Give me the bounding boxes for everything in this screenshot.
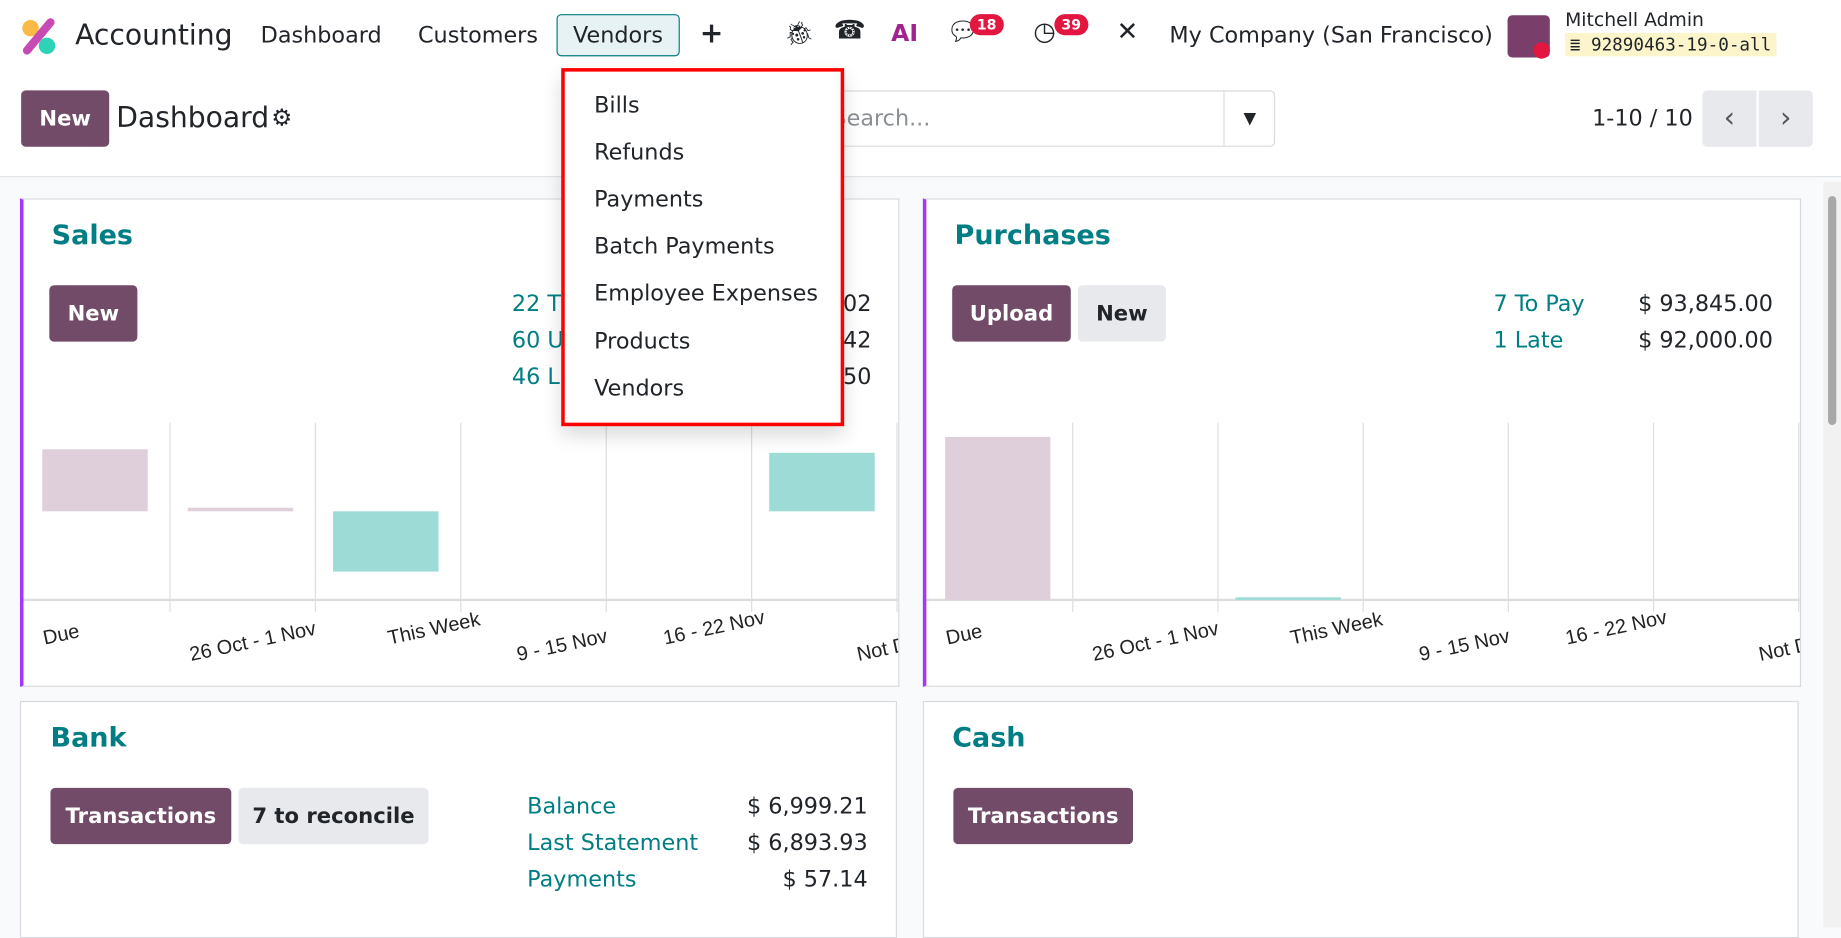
- plus-icon[interactable]: +: [699, 16, 724, 50]
- last-statement-link[interactable]: Last Statement: [527, 830, 699, 856]
- bar[interactable]: [769, 452, 875, 512]
- bar[interactable]: [333, 511, 439, 572]
- purchases-new-button[interactable]: New: [1077, 285, 1166, 342]
- x-tick-label: 9 - 15 Nov: [515, 625, 610, 666]
- app-name[interactable]: Accounting: [75, 18, 233, 52]
- late-link[interactable]: 1 Late: [1493, 327, 1564, 354]
- clock-icon[interactable]: ◷: [1033, 17, 1056, 47]
- payments-link[interactable]: Payments: [527, 866, 637, 893]
- control-panel: New Dashboard ⚙ Search... ▼ 1-10 / 10 ‹ …: [0, 72, 1841, 178]
- bar[interactable]: [945, 436, 1051, 600]
- sales-stat-2[interactable]: 60 U: [511, 327, 564, 354]
- sales-amount-2: 42: [843, 327, 872, 354]
- bar[interactable]: [1235, 597, 1341, 600]
- cash-transactions-button[interactable]: Transactions: [953, 787, 1134, 845]
- company-switcher[interactable]: My Company (San Francisco): [1169, 22, 1493, 49]
- phone-icon[interactable]: ☎: [833, 16, 866, 46]
- x-tick-label: This Week: [386, 608, 482, 649]
- sales-amount-3: 50: [843, 363, 872, 390]
- tools-icon[interactable]: ✕: [1116, 17, 1139, 47]
- scrollbar[interactable]: [1823, 181, 1841, 928]
- bar[interactable]: [187, 507, 294, 512]
- top-navbar: Accounting Dashboard Customers Vendors +…: [0, 0, 1841, 73]
- balance-link[interactable]: Balance: [527, 793, 617, 820]
- nav-customers[interactable]: Customers: [417, 22, 538, 49]
- page-title: Dashboard: [116, 100, 270, 134]
- menu-item-products[interactable]: Products: [594, 328, 691, 355]
- sales-amount-1: 02: [843, 291, 872, 318]
- menu-item-batch-payments[interactable]: Batch Payments: [594, 233, 775, 260]
- new-button[interactable]: New: [21, 90, 110, 147]
- db-label: 92890463-19-0-all: [1590, 34, 1772, 56]
- database-icon: ≣: [1569, 34, 1591, 56]
- purchases-card: Purchases Upload New 7 To Pay 1 Late $ 9…: [922, 198, 1802, 687]
- vendors-dropdown-menu: Bills Refunds Payments Batch Payments Em…: [561, 68, 845, 427]
- scrollbar-thumb[interactable]: [1828, 196, 1837, 426]
- pager-next-button[interactable]: ›: [1758, 90, 1813, 147]
- x-tick-label: Not Due: [1757, 629, 1800, 666]
- search-input[interactable]: Search...: [832, 105, 931, 132]
- sales-title[interactable]: Sales: [51, 220, 133, 252]
- search-options-toggle[interactable]: ▼: [1223, 91, 1275, 146]
- upload-button[interactable]: Upload: [952, 285, 1071, 342]
- last-statement-amount: $ 6,893.93: [747, 830, 868, 856]
- x-tick-label: 16 - 22 Nov: [1563, 607, 1668, 650]
- sales-stat-3[interactable]: 46 L: [511, 363, 560, 390]
- x-tick-label: 16 - 22 Nov: [661, 607, 766, 650]
- to-pay-amount: $ 93,845.00: [1638, 291, 1773, 318]
- payments-amount: $ 57.14: [782, 866, 868, 893]
- x-tick-label: Not Due: [855, 629, 898, 666]
- x-tick-label: 26 Oct - 1 Nov: [188, 618, 318, 666]
- nav-vendors[interactable]: Vendors: [556, 14, 680, 57]
- bank-transactions-button[interactable]: Transactions: [50, 787, 232, 845]
- purchases-chart: Due 26 Oct - 1 Nov This Week 9 - 15 Nov 16 -…: [926, 422, 1800, 666]
- ai-icon[interactable]: AI: [891, 18, 919, 47]
- cash-title[interactable]: Cash: [952, 723, 1026, 754]
- to-pay-link[interactable]: 7 To Pay: [1493, 291, 1585, 318]
- balance-amount: $ 6,999.21: [747, 793, 868, 820]
- app-logo-icon[interactable]: [20, 18, 58, 56]
- menu-item-bills[interactable]: Bills: [594, 92, 640, 119]
- sales-stat-1[interactable]: 22 T: [511, 291, 562, 318]
- reconcile-button[interactable]: 7 to reconcile: [238, 787, 429, 845]
- gear-icon[interactable]: ⚙: [271, 103, 293, 132]
- menu-item-vendors[interactable]: Vendors: [594, 375, 685, 402]
- activity-badge: 39: [1054, 14, 1089, 36]
- sales-card: Sales New 22 T 60 U 46 L 02 42 50 Due 26 …: [19, 198, 900, 687]
- menu-item-payments[interactable]: Payments: [594, 186, 704, 213]
- x-tick-label: 26 Oct - 1 Nov: [1090, 618, 1220, 666]
- nav-dashboard[interactable]: Dashboard: [260, 22, 382, 49]
- bank-card: Bank Transactions 7 to reconcile Balance…: [19, 700, 898, 938]
- cash-card: Cash Transactions: [922, 700, 1799, 938]
- x-tick-label: Due: [41, 620, 81, 649]
- search-bar: Search... ▼: [798, 90, 1276, 147]
- pager-prev-button[interactable]: ‹: [1702, 90, 1757, 147]
- menu-item-refunds[interactable]: Refunds: [594, 139, 685, 166]
- user-name[interactable]: Mitchell Admin: [1565, 8, 1704, 31]
- bar[interactable]: [42, 449, 148, 512]
- pager-value[interactable]: 1-10 / 10: [1592, 105, 1693, 132]
- x-tick-label: Due: [944, 620, 984, 649]
- menu-item-employee-expenses[interactable]: Employee Expenses: [594, 280, 818, 307]
- sales-new-button[interactable]: New: [49, 285, 138, 342]
- status-busy-icon: [1533, 42, 1550, 59]
- chat-badge: 18: [969, 14, 1004, 36]
- bug-icon[interactable]: 🐞︎: [784, 18, 815, 47]
- db-name: ≣ 92890463-19-0-all: [1565, 32, 1776, 57]
- x-tick-label: 9 - 15 Nov: [1417, 625, 1512, 666]
- purchases-title[interactable]: Purchases: [954, 220, 1111, 252]
- late-amount: $ 92,000.00: [1638, 327, 1773, 354]
- sales-chart: Due 26 Oct - 1 Nov This Week 9 - 15 Nov 16 -…: [23, 422, 899, 666]
- bank-title[interactable]: Bank: [50, 723, 127, 754]
- x-tick-label: This Week: [1288, 608, 1384, 649]
